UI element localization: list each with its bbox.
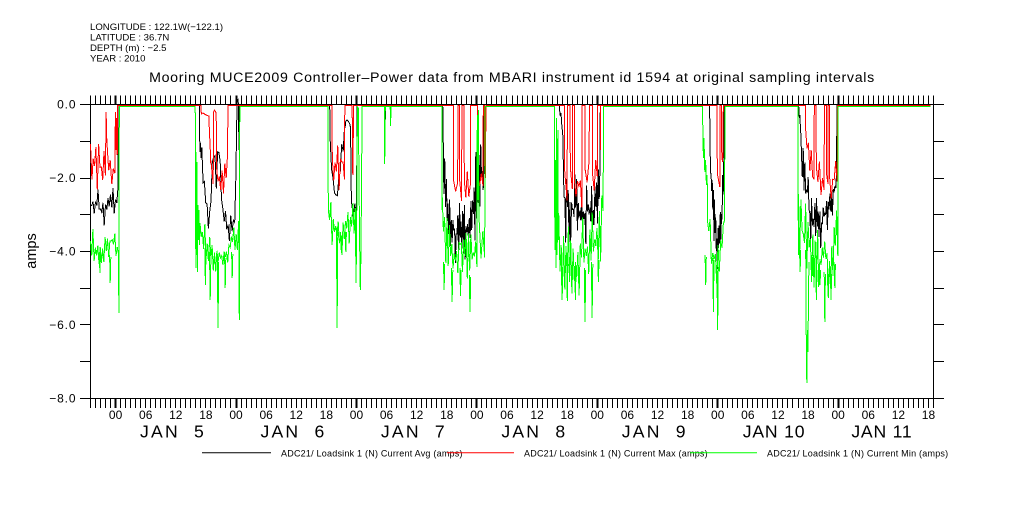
svg-text:12: 12 [169,408,183,422]
svg-text:JAN 11: JAN 11 [851,422,912,442]
svg-text:06: 06 [380,408,394,422]
svg-text:00: 00 [229,408,243,422]
svg-text:JAN 10: JAN 10 [743,422,806,442]
svg-text:06: 06 [621,408,635,422]
svg-text:00: 00 [470,408,484,422]
svg-text:LONGITUDE : 122.1W(−122.1): LONGITUDE : 122.1W(−122.1) [90,22,223,33]
svg-text:12: 12 [892,408,906,422]
svg-text:06: 06 [259,408,273,422]
svg-text:18: 18 [801,408,815,422]
svg-text:Mooring MUCE2009 Controller–Po: Mooring MUCE2009 Controller–Power data f… [149,70,875,86]
svg-text:JAN 9: JAN 9 [622,422,688,442]
svg-text:00: 00 [711,408,725,422]
svg-text:06: 06 [500,408,514,422]
svg-text:12: 12 [290,408,304,422]
svg-text:00: 00 [591,408,605,422]
svg-text:00: 00 [350,408,364,422]
svg-text:06: 06 [741,408,755,422]
svg-text:18: 18 [320,408,334,422]
svg-text:00: 00 [831,408,845,422]
svg-text:18: 18 [199,408,213,422]
svg-text:ADC21/ Loadsink 1 (N) Current: ADC21/ Loadsink 1 (N) Current Avg (amps) [281,449,463,459]
svg-text:18: 18 [440,408,454,422]
svg-text:0.0: 0.0 [57,98,76,112]
svg-text:18: 18 [922,408,936,422]
svg-text:JAN 6: JAN 6 [260,422,326,442]
svg-text:00: 00 [109,408,123,422]
svg-text:ADC21/ Loadsink 1 (N) Current: ADC21/ Loadsink 1 (N) Current Min (amps) [767,449,948,459]
svg-text:12: 12 [771,408,785,422]
svg-text:amps: amps [24,233,40,268]
svg-text:12: 12 [530,408,544,422]
svg-text:−4.0: −4.0 [49,245,76,259]
svg-text:18: 18 [561,408,575,422]
svg-text:YEAR : 2010: YEAR : 2010 [90,53,145,64]
svg-text:−2.0: −2.0 [49,171,76,185]
svg-text:06: 06 [862,408,876,422]
svg-text:JAN 5: JAN 5 [140,422,206,442]
svg-text:06: 06 [139,408,153,422]
svg-text:−6.0: −6.0 [49,318,76,332]
svg-text:ADC21/ Loadsink 1 (N) Current: ADC21/ Loadsink 1 (N) Current Max (amps) [524,449,708,459]
svg-text:18: 18 [681,408,695,422]
svg-text:JAN 7: JAN 7 [381,422,447,442]
svg-text:12: 12 [651,408,665,422]
svg-text:JAN 8: JAN 8 [501,422,567,442]
svg-text:DEPTH (m) : −2.5: DEPTH (m) : −2.5 [90,43,167,54]
svg-text:−8.0: −8.0 [49,392,76,406]
svg-text:LATITUDE : 36.7N: LATITUDE : 36.7N [90,33,169,44]
svg-text:12: 12 [410,408,424,422]
